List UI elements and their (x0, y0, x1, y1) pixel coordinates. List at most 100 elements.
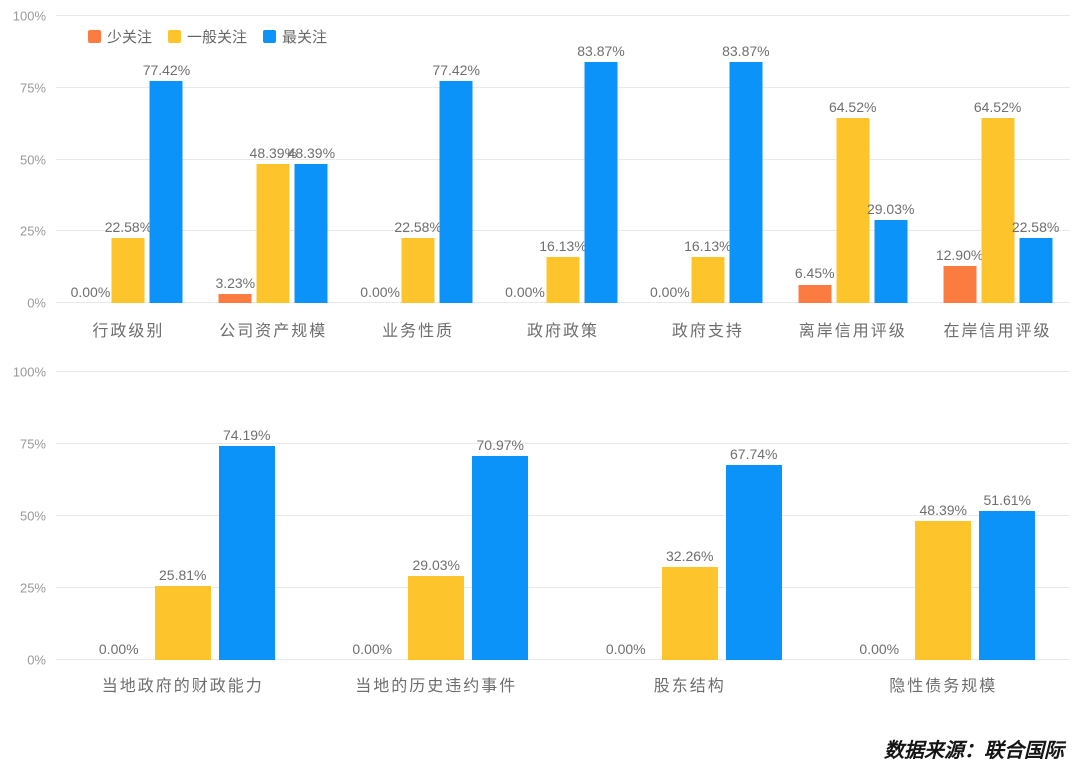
bar-segment (546, 256, 580, 303)
bar-column: 48.39% (250, 16, 297, 303)
bar-column: 48.39% (288, 16, 335, 303)
legend-item-label: 最关注 (282, 29, 328, 46)
bar-segment (725, 464, 782, 660)
x-axis: 行政级别 公司资产规模 业务性质 政府政策 政府支持 离岸信用评级 在岸信用评级 (56, 313, 1070, 341)
legend-item: 一般关注 (168, 26, 247, 47)
category-label: 业务性质 (382, 323, 455, 340)
legend-swatch-icon (168, 30, 182, 43)
bar-column: 83.87% (577, 16, 625, 303)
bar-value-label: 22.58% (104, 219, 153, 236)
bar-column: 0.00% (505, 16, 545, 303)
bar-column: 64.52% (829, 16, 876, 303)
plot-area: 0.00% 25.81% 74.19% 0.00% 29.03% 70.97% 0.00% 3… (56, 371, 1070, 660)
legend-item: 少关注 (88, 26, 152, 47)
category-label: 政府政策 (526, 323, 600, 340)
bar-column: 51.61% (979, 372, 1036, 660)
bar-segment (943, 265, 977, 303)
bar-segment (439, 80, 473, 303)
bar-column: 16.13% (684, 16, 732, 303)
bar-segment (584, 62, 618, 303)
bar-group: 0.00% 16.13% 83.87% (505, 16, 625, 303)
bar-column: 48.39% (915, 372, 972, 660)
bar-segment (401, 238, 435, 303)
bar-segment (149, 80, 183, 303)
bar-value-label: 6.45% (794, 265, 835, 282)
bar-segment (472, 455, 529, 660)
legend-item-label: 少关注 (107, 29, 153, 46)
bar-segment (979, 511, 1036, 660)
bar-value-label: 12.90% (935, 246, 984, 263)
bar-segment (798, 284, 832, 303)
gridline (56, 371, 1070, 372)
y-axis-tick-label: 100% (12, 8, 46, 24)
y-axis-tick-label: 0% (27, 652, 46, 668)
bar-column: 0.00% (650, 16, 690, 303)
y-axis-tick-label: 75% (19, 436, 46, 452)
category-label: 在岸信用评级 (943, 323, 1052, 340)
bar-column: 70.97% (472, 372, 529, 660)
bar-column: 32.26% (661, 372, 718, 660)
bar-column: 77.42% (143, 16, 190, 303)
bar-segment (915, 520, 972, 660)
bar-value-label: 22.58% (394, 219, 442, 236)
y-axis-tick-label: 50% (19, 508, 46, 524)
bar-segment (218, 293, 252, 303)
bar-column: 22.58% (105, 16, 152, 303)
gridline (56, 230, 1070, 232)
bar-column: 0.00% (360, 16, 400, 303)
chart-top-concern-factors: 少关注 一般关注 最关注 0% 25% 50% 75% 100% 0.00% 22.58% 77… (0, 0, 1080, 348)
bar-group: 0.00% 32.26% 67.74% (598, 372, 782, 660)
gridline (56, 15, 1070, 16)
y-axis-tick-label: 75% (19, 80, 46, 96)
bar-value-label: 16.13% (539, 237, 587, 254)
bar-group: 6.45% 64.52% 29.03% (795, 16, 914, 303)
bar-column: 16.13% (539, 16, 587, 303)
bar-group: 3.23% 48.39% 48.39% (215, 16, 335, 303)
chart-legend: 少关注 一般关注 最关注 (88, 26, 327, 47)
bar-column: 29.03% (408, 372, 465, 660)
category-label: 股东结构 (653, 678, 726, 695)
bar-segment (256, 164, 290, 303)
y-axis-tick-label: 50% (19, 152, 46, 167)
bar-column: 0.00% (598, 372, 654, 660)
bar-value-label: 70.97% (476, 436, 524, 453)
bar-value-label: 48.39% (287, 145, 336, 162)
bar-segment (874, 219, 908, 303)
plot-area: 0.00% 22.58% 77.42% 3.23% 48.39% 48.39% 0.00% 2… (56, 15, 1070, 303)
bar-group: 0.00% 16.13% 83.87% (650, 16, 770, 303)
bar-segment (1019, 238, 1053, 303)
bar-column: 6.45% (795, 16, 835, 303)
bar-value-label: 0.00% (98, 640, 139, 657)
gridline (56, 659, 1070, 660)
bar-value-label: 0.00% (360, 283, 400, 300)
legend-swatch-icon (88, 30, 101, 43)
bar-segment (294, 164, 328, 303)
bar-column: 67.74% (725, 372, 782, 660)
bar-group: 0.00% 22.58% 77.42% (70, 16, 190, 303)
bar-segment (154, 585, 211, 660)
bar-group: 0.00% 48.39% 51.61% (851, 372, 1036, 660)
bar-column: 0.00% (91, 372, 147, 660)
legend-swatch-icon (263, 30, 277, 43)
gridline (56, 587, 1070, 588)
category-label: 当地的历史违约事件 (355, 678, 518, 695)
category-label: 公司资产规模 (219, 323, 328, 340)
gridline (56, 443, 1070, 444)
bar-group: 12.90% 64.52% 22.58% (936, 16, 1059, 303)
bar-column: 74.19% (218, 372, 275, 660)
y-axis: 0% 25% 50% 75% 100% (0, 10, 46, 310)
y-axis-tick-label: 0% (27, 295, 46, 311)
data-source-note: 数据来源：联合国际 (884, 740, 1064, 762)
category-label: 当地政府的财政能力 (101, 678, 264, 695)
bar-group: 0.00% 22.58% 77.42% (360, 16, 480, 303)
gridline (56, 158, 1070, 160)
gridline (56, 86, 1070, 88)
bar-column: 3.23% (215, 16, 255, 303)
bar-value-label: 77.42% (142, 61, 191, 78)
y-axis-tick-label: 25% (19, 580, 46, 596)
bar-value-label: 83.87% (577, 43, 625, 60)
gridline (56, 515, 1070, 516)
bar-value-label: 48.39% (919, 501, 967, 518)
bar-value-label: 0.00% (70, 283, 111, 300)
